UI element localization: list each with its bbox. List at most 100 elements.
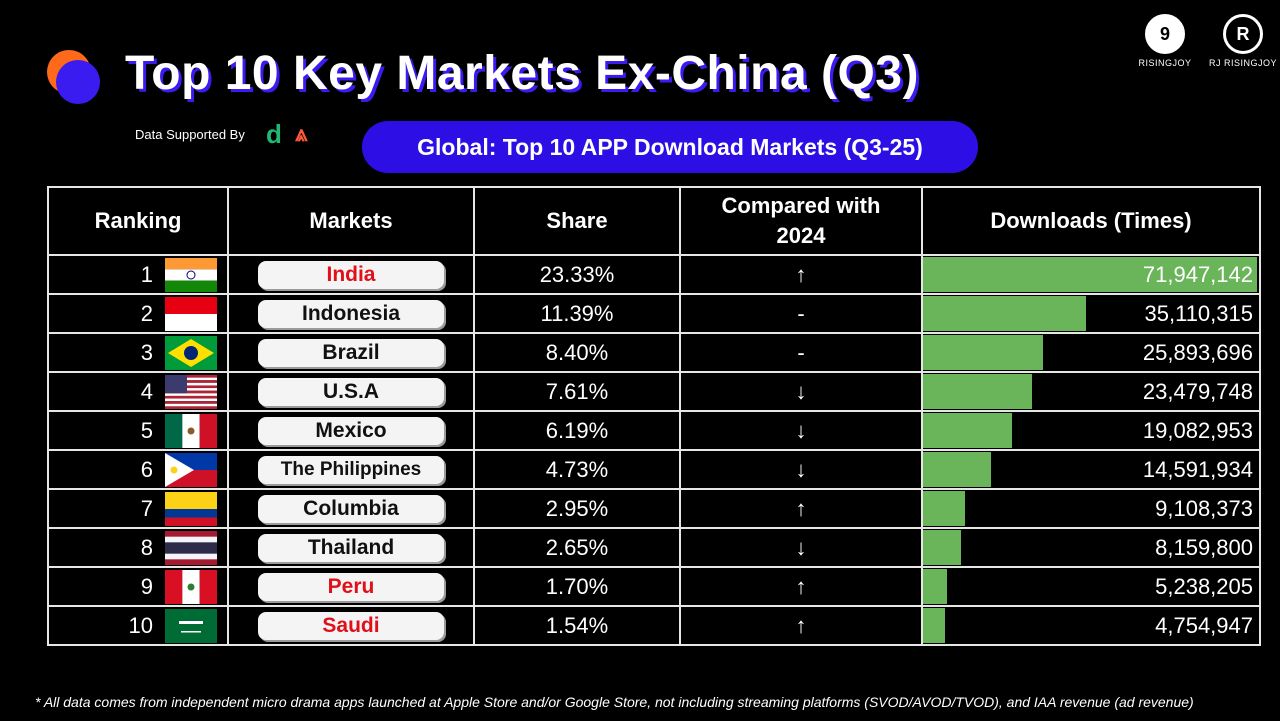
table-row: 9 Peru 1.70% ↑ 5,238,205 [47,566,1261,607]
risingjoy-logo-icon: 9 [1145,14,1185,54]
market-name-pill: U.S.A [258,377,444,406]
rank-number: 5 [140,417,153,443]
rank-cell: 6 [47,449,229,490]
up-arrow-icon: ↑ [679,605,923,646]
rank-wrap: 4 [49,373,227,410]
market-name-pill: Peru [258,572,444,601]
share-value: 6.19% [473,410,681,451]
rank-number: 10 [128,612,153,638]
share-value: 11.39% [473,293,681,334]
market-name-pill: India [258,260,444,289]
rank-cell: 4 [47,371,229,412]
downloads-value: 19,082,953 [1142,417,1253,443]
table-row: 6 The Philippines 4.73% ↓ 14,591,934 [47,449,1261,490]
rank-cell: 7 [47,488,229,529]
rank-number: 7 [140,495,153,521]
downloads-cell: 8,159,800 [921,527,1261,568]
rj-risingjoy-logo: R RJ RISINGJOY [1208,14,1278,68]
market-name-pill: Mexico [258,416,444,445]
downloads-cell: 19,082,953 [921,410,1261,451]
header-compared-text: Compared with 2024 [721,193,881,248]
downloads-bar [923,491,965,526]
downloads-cell: 4,754,947 [921,605,1261,646]
rank-cell: 8 [47,527,229,568]
rank-number: 9 [140,573,153,599]
downloads-value: 23,479,748 [1142,378,1253,404]
rank-number: 3 [140,339,153,365]
colombia-flag [165,491,217,526]
up-arrow-icon: ↑ [679,254,923,295]
rank-wrap: 10 [49,607,227,644]
rank-number: 1 [140,261,153,287]
rank-cell: 9 [47,566,229,607]
rank-cell: 5 [47,410,229,451]
up-arrow-icon: ↑ [679,488,923,529]
share-value: 8.40% [473,332,681,373]
downloads-value: 71,947,142 [1142,261,1253,287]
market-cell: India [227,254,475,295]
footnote: * All data comes from independent micro … [35,694,1194,710]
downloads-cell: 9,108,373 [921,488,1261,529]
share-value: 2.95% [473,488,681,529]
market-cell: Indonesia [227,293,475,334]
india-flag [165,257,217,292]
downloads-bar [923,257,1257,292]
downloads-value: 14,591,934 [1142,456,1253,482]
rank-cell: 3 [47,332,229,373]
market-name-pill: Columbia [258,494,444,523]
table-row: 10 Saudi 1.54% ↑ 4,754,947 [47,605,1261,646]
downloads-bar [923,452,991,487]
table-header-row: Ranking Markets Share Compared with 2024… [47,186,1261,256]
share-value: 7.61% [473,371,681,412]
usa-flag [165,374,217,409]
share-value: 2.65% [473,527,681,568]
table-row: 8 Thailand 2.65% ↓ 8,159,800 [47,527,1261,568]
market-name-pill: Indonesia [258,299,444,328]
table-row: 1 India 23.33% ↑ 71,947,142 [47,254,1261,295]
downloads-value: 8,159,800 [1155,534,1253,560]
header-downloads: Downloads (Times) [921,186,1261,256]
market-name-pill: Brazil [258,338,444,367]
downloads-bar [923,374,1032,409]
downloads-cell: 25,893,696 [921,332,1261,373]
downloads-cell: 14,591,934 [921,449,1261,490]
market-cell: Mexico [227,410,475,451]
table-row: 5 Mexico 6.19% ↓ 19,082,953 [47,410,1261,451]
mexico-flag [165,413,217,448]
table-row: 7 Columbia 2.95% ↑ 9,108,373 [47,488,1261,529]
market-name-pill: Thailand [258,533,444,562]
indonesia-flag [165,296,217,331]
rank-wrap: 3 [49,334,227,371]
brazil-flag [165,335,217,370]
rj-risingjoy-logo-icon: R [1223,14,1263,54]
down-arrow-icon: ↓ [679,410,923,451]
market-name-pill: Saudi [258,611,444,640]
risingjoy-logo-label: RISINGJOY [1138,58,1192,68]
downloads-cell: 35,110,315 [921,293,1261,334]
table-row: 4 U.S.A 7.61% ↓ 23,479,748 [47,371,1261,412]
rj-risingjoy-logo-label: RJ RISINGJOY [1208,58,1277,68]
market-cell: Thailand [227,527,475,568]
header-ranking: Ranking [47,186,229,256]
market-name-pill: The Philippines [258,455,444,484]
data-supported-label: Data Supported By [135,127,245,142]
saudi-flag [165,608,217,643]
rank-cell: 1 [47,254,229,295]
rank-cell: 10 [47,605,229,646]
market-cell: U.S.A [227,371,475,412]
rank-number: 8 [140,534,153,560]
table-row: 3 Brazil 8.40% - 25,893,696 [47,332,1261,373]
downloads-bar [923,530,961,565]
no-change-dash: - [679,293,923,334]
downloads-value: 25,893,696 [1142,339,1253,365]
table-row: 2 Indonesia 11.39% - 35,110,315 [47,293,1261,334]
philippines-flag [165,452,217,487]
chart-subtitle-pill: Global: Top 10 APP Download Markets (Q3-… [362,121,978,173]
thailand-flag [165,530,217,565]
downloads-value: 35,110,315 [1144,300,1253,326]
market-cell: Saudi [227,605,475,646]
share-value: 23.33% [473,254,681,295]
downloads-bar [923,608,945,643]
market-cell: Columbia [227,488,475,529]
rank-wrap: 8 [49,529,227,566]
